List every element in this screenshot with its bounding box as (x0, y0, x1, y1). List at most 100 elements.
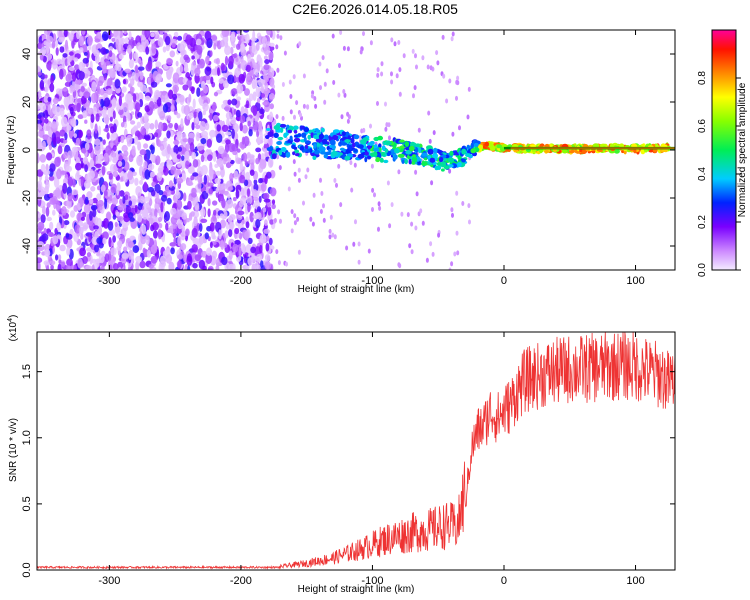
spectrogram-cell (645, 143, 650, 148)
spectrogram-cell (78, 70, 85, 81)
spectrogram-cell (273, 218, 277, 223)
spectrogram-cell (373, 192, 376, 198)
spectrogram-cell (104, 198, 108, 210)
spectrogram-cell (275, 249, 279, 255)
spectrogram-cell (107, 106, 114, 118)
spectrogram-cell (95, 30, 102, 33)
spectrogram-cell (245, 244, 253, 255)
spectrogram-cell (246, 76, 253, 85)
spectrogram-cell (207, 267, 213, 270)
spectrogram-cell (40, 49, 47, 55)
spectrogram-cell (379, 157, 384, 163)
spectrogram-cell (65, 265, 72, 270)
spectrogram-cell (177, 35, 183, 41)
spectrogram-cell (260, 85, 265, 94)
spectrogram-cell (267, 131, 274, 137)
spectrogram-cell (312, 192, 316, 198)
spectrogram-cell (408, 145, 415, 152)
spectrogram-cell (269, 103, 275, 110)
spectrogram-cell (120, 122, 125, 128)
spectrogram-cell (252, 121, 259, 131)
spectrogram-cell (70, 210, 75, 218)
spectrogram-cell (101, 165, 106, 176)
snr-x-tick-label: -300 (98, 575, 120, 587)
spectrogram-cell (302, 103, 306, 109)
spectrogram-cell (313, 143, 317, 149)
spectrogram-cell (96, 84, 101, 93)
spectrogram-cell (260, 79, 266, 84)
spectrogram-cell (220, 39, 225, 48)
spectrogram-cell (390, 202, 394, 208)
spectrogram-cell (457, 155, 462, 161)
spectrogram-cell (54, 156, 61, 167)
spectrogram-cell (123, 246, 128, 253)
spectrogram-cell (151, 189, 156, 197)
spectrogram-cell (110, 33, 114, 38)
spectrogram-cell (279, 35, 283, 41)
spectrogram-cell (78, 61, 85, 71)
spectrogram-cell (248, 93, 254, 102)
spectrogram-cell (240, 42, 245, 53)
spectrogram-cell (170, 247, 175, 255)
spectrogram-cell (352, 241, 356, 247)
spectrogram-cell (44, 249, 51, 258)
spectrogram-cell (458, 125, 461, 131)
spectrogram-cell (240, 187, 245, 197)
spectrogram-cell (333, 178, 337, 183)
spectrogram-cell (169, 50, 176, 58)
spectrogram-cell (276, 154, 280, 160)
spectrogram-cell (177, 219, 184, 230)
spectrogram-cell (121, 159, 126, 168)
spectrogram-cell (84, 142, 90, 151)
spectrogram-cell (159, 260, 167, 268)
spectrogram-cell (186, 255, 193, 266)
spectrogram-cell (224, 142, 230, 153)
spectrogram-cell (113, 30, 119, 38)
spectrogram-cell (73, 57, 79, 62)
spectrogram-cell (199, 121, 207, 132)
spectrogram-cell (53, 177, 60, 188)
spectrogram-cell (298, 41, 302, 47)
spectrogram-cell (49, 83, 55, 93)
spectrogram-cell (157, 139, 161, 148)
spectrogram-cell (297, 249, 301, 255)
spectrogram-cell (159, 110, 166, 121)
spectrogram-cell (135, 255, 143, 263)
spectrogram-cell (349, 137, 355, 144)
spectrogram-cell (56, 168, 62, 180)
spectrogram-cell (224, 230, 229, 239)
spectrogram-cell (41, 34, 47, 40)
spectrogram-cell (453, 251, 457, 257)
spectrogram-cell (76, 30, 81, 40)
spectrogram-cell (413, 85, 417, 91)
spectrogram-cell (410, 249, 414, 255)
spectrogram-cell (66, 247, 71, 256)
spectrogram-cell (118, 267, 122, 270)
spectrogram-cell (198, 223, 203, 232)
spectrogram-cell (427, 155, 432, 160)
spectrogram-cell (200, 154, 205, 163)
spectrogram-cell (173, 31, 179, 37)
spectrogram-cell (296, 216, 300, 222)
spectrogram-cell (125, 93, 130, 104)
spectrogram-cell (478, 144, 483, 149)
spectrogram-cell (230, 46, 234, 55)
spectrogram-cell (425, 257, 429, 263)
spectrogram-cell (136, 121, 141, 129)
spectrogram-cell (207, 182, 214, 187)
spectrogram-cell (182, 84, 189, 91)
spectrogram-cell (97, 80, 103, 87)
spectrogram-cell (37, 180, 43, 191)
spectrogram-cell (94, 138, 101, 146)
spectrogram-cell (295, 100, 299, 106)
spectrogram-cell (95, 113, 100, 122)
spectrogram-cell (103, 128, 110, 132)
spectrogram-cell (318, 61, 322, 67)
spectrogram-cell (332, 134, 339, 141)
snr-x-tick-label: -200 (230, 575, 252, 587)
spectrogram-cell (144, 153, 148, 161)
spectrogram-cell (264, 261, 272, 270)
spectrogram-cell (405, 150, 412, 155)
spectrogram-cell (319, 209, 323, 214)
